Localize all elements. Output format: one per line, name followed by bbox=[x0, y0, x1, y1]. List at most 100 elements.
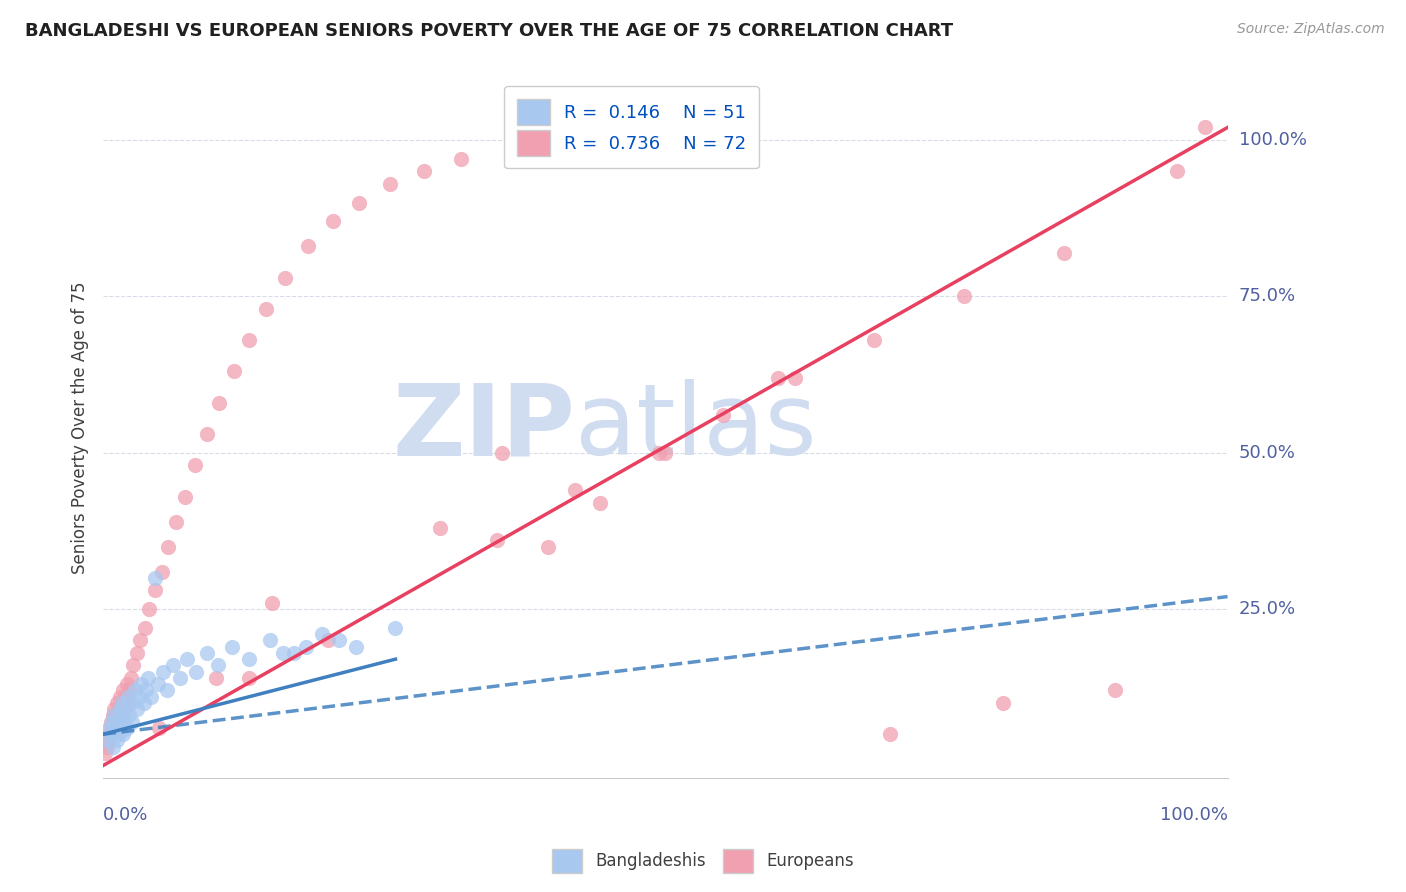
Legend: R =  0.146    N = 51, R =  0.736    N = 72: R = 0.146 N = 51, R = 0.736 N = 72 bbox=[505, 87, 759, 169]
Point bbox=[879, 727, 901, 741]
Point bbox=[107, 714, 129, 729]
Point bbox=[254, 301, 277, 316]
Point bbox=[105, 733, 128, 747]
Point bbox=[344, 640, 367, 654]
Point bbox=[1166, 164, 1188, 178]
Point bbox=[112, 683, 135, 698]
Point bbox=[294, 640, 316, 654]
Point bbox=[238, 671, 260, 685]
Point bbox=[863, 333, 886, 347]
Text: atlas: atlas bbox=[575, 379, 817, 476]
Point bbox=[589, 496, 612, 510]
Point bbox=[128, 690, 150, 704]
Point bbox=[157, 540, 180, 554]
Point bbox=[111, 696, 134, 710]
Point bbox=[104, 721, 127, 735]
Point bbox=[115, 721, 138, 735]
Point bbox=[156, 683, 179, 698]
Point bbox=[176, 652, 198, 666]
Point bbox=[297, 239, 319, 253]
Point bbox=[321, 214, 343, 228]
Point bbox=[711, 408, 734, 422]
Point bbox=[221, 640, 243, 654]
Point bbox=[207, 658, 229, 673]
Text: 50.0%: 50.0% bbox=[1239, 443, 1295, 462]
Point bbox=[110, 708, 132, 723]
Text: 25.0%: 25.0% bbox=[1239, 600, 1296, 618]
Point bbox=[1194, 120, 1216, 135]
Point bbox=[120, 696, 142, 710]
Text: Source: ZipAtlas.com: Source: ZipAtlas.com bbox=[1237, 22, 1385, 37]
Point bbox=[162, 658, 184, 673]
Point bbox=[117, 696, 139, 710]
Point bbox=[143, 583, 166, 598]
Point bbox=[186, 665, 208, 679]
Point bbox=[96, 739, 118, 754]
Point bbox=[165, 515, 187, 529]
Y-axis label: Seniors Poverty Over the Age of 75: Seniors Poverty Over the Age of 75 bbox=[72, 282, 89, 574]
Point bbox=[174, 490, 197, 504]
Point bbox=[647, 446, 669, 460]
Point bbox=[1053, 245, 1076, 260]
Point bbox=[150, 565, 173, 579]
Point bbox=[125, 646, 148, 660]
Point bbox=[101, 714, 124, 729]
Text: ZIP: ZIP bbox=[392, 379, 575, 476]
Point bbox=[259, 633, 281, 648]
Point bbox=[783, 370, 806, 384]
Point bbox=[412, 164, 434, 178]
Text: 75.0%: 75.0% bbox=[1239, 287, 1296, 305]
Point bbox=[98, 721, 121, 735]
Point bbox=[118, 708, 141, 723]
Point bbox=[184, 458, 207, 473]
Point bbox=[136, 671, 159, 685]
Point bbox=[103, 702, 125, 716]
Point bbox=[654, 446, 676, 460]
Point bbox=[129, 633, 152, 648]
Point bbox=[953, 289, 976, 303]
Point bbox=[283, 646, 305, 660]
Point bbox=[117, 690, 139, 704]
Point bbox=[271, 646, 294, 660]
Point bbox=[114, 714, 136, 729]
Point bbox=[238, 652, 260, 666]
Point bbox=[1104, 683, 1126, 698]
Point bbox=[328, 633, 350, 648]
Text: 100.0%: 100.0% bbox=[1160, 806, 1227, 824]
Point bbox=[110, 708, 132, 723]
Point bbox=[114, 702, 136, 716]
Point bbox=[138, 602, 160, 616]
Point bbox=[115, 677, 138, 691]
Point bbox=[274, 270, 297, 285]
Point bbox=[260, 596, 283, 610]
Point bbox=[121, 714, 143, 729]
Point bbox=[105, 696, 128, 710]
Point bbox=[222, 364, 245, 378]
Point bbox=[384, 621, 406, 635]
Point bbox=[148, 677, 170, 691]
Point bbox=[537, 540, 560, 554]
Point bbox=[195, 427, 218, 442]
Point bbox=[107, 714, 129, 729]
Point bbox=[131, 677, 153, 691]
Point bbox=[429, 521, 451, 535]
Point bbox=[124, 683, 146, 698]
Point bbox=[143, 571, 166, 585]
Point bbox=[141, 690, 163, 704]
Point bbox=[208, 395, 231, 409]
Point bbox=[118, 683, 141, 698]
Point bbox=[114, 690, 136, 704]
Point bbox=[108, 721, 131, 735]
Point bbox=[125, 702, 148, 716]
Text: BANGLADESHI VS EUROPEAN SENIORS POVERTY OVER THE AGE OF 75 CORRELATION CHART: BANGLADESHI VS EUROPEAN SENIORS POVERTY … bbox=[25, 22, 953, 40]
Point bbox=[103, 714, 125, 729]
Point bbox=[100, 727, 122, 741]
Point bbox=[103, 708, 125, 723]
Point bbox=[450, 152, 472, 166]
Point bbox=[132, 696, 155, 710]
Point bbox=[485, 533, 508, 548]
Point bbox=[108, 702, 131, 716]
Point bbox=[97, 721, 120, 735]
Point bbox=[238, 333, 260, 347]
Point bbox=[111, 696, 134, 710]
